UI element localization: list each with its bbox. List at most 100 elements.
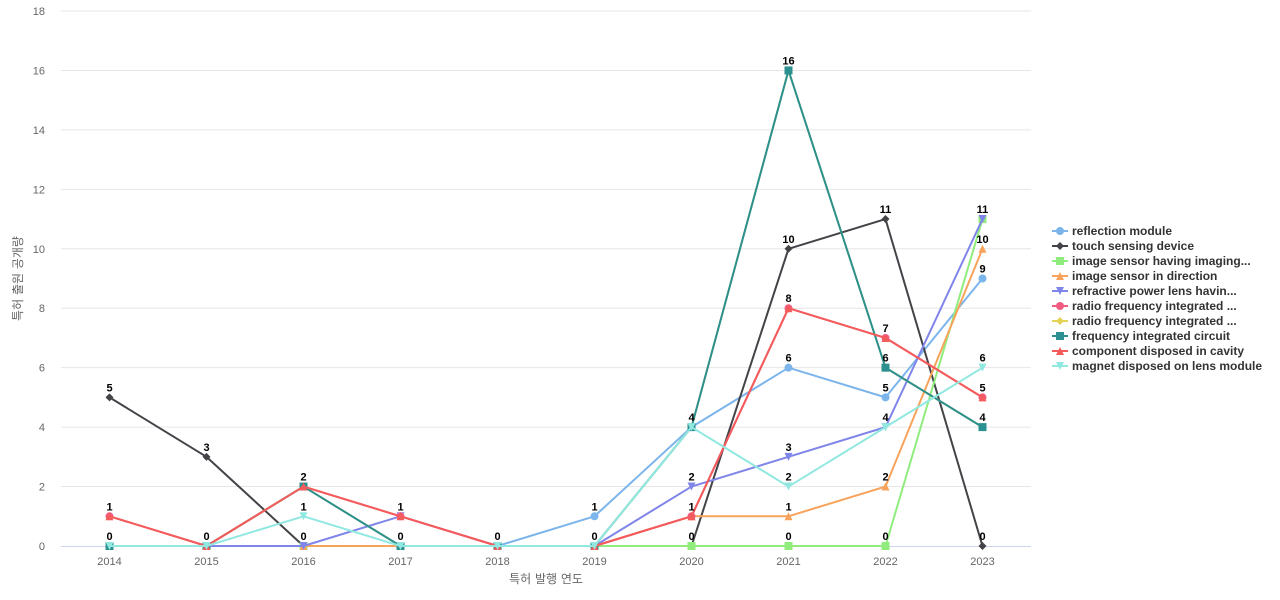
legend-label: image sensor having imaging... <box>1072 254 1251 268</box>
data-label: 1 <box>591 501 597 513</box>
series-line <box>108 277 984 547</box>
data-point <box>978 423 987 432</box>
x-tick-label: 2020 <box>679 556 703 568</box>
legend-marker <box>1056 362 1064 370</box>
legend-label: touch sensing device <box>1072 239 1194 253</box>
data-label: 0 <box>785 531 791 543</box>
x-tick-label: 2018 <box>485 556 509 568</box>
data-point <box>202 542 211 550</box>
x-tick-label: 2015 <box>194 556 218 568</box>
data-label: 5 <box>106 382 112 394</box>
data-point <box>105 512 114 521</box>
legend-label: image sensor in direction <box>1072 269 1217 283</box>
data-point <box>784 512 793 521</box>
y-tick-label: 6 <box>39 363 45 375</box>
data-point <box>784 363 793 372</box>
data-point <box>881 482 890 491</box>
data-point <box>881 333 890 342</box>
data-point <box>978 363 987 372</box>
x-tick-label: 2022 <box>873 556 897 568</box>
data-label: 16 <box>782 55 794 67</box>
data-point <box>978 542 987 550</box>
y-tick-label: 8 <box>39 303 45 315</box>
data-label: 11 <box>977 204 989 216</box>
x-tick-label: 2023 <box>970 556 994 568</box>
x-tick-label: 2014 <box>97 556 121 568</box>
data-point <box>784 66 793 75</box>
data-point <box>590 542 599 550</box>
data-label: 5 <box>882 382 888 394</box>
legend-label: component disposed in cavity <box>1072 344 1244 358</box>
legend-marker <box>1056 227 1064 235</box>
data-point <box>493 542 502 550</box>
data-label: 11 <box>880 204 892 216</box>
data-point <box>881 542 890 550</box>
legend-label: reflection module <box>1072 224 1172 238</box>
data-point <box>784 244 793 253</box>
data-point <box>978 274 987 283</box>
legend-item[interactable]: touch sensing device <box>1052 239 1194 253</box>
x-tick-label: 2019 <box>582 556 606 568</box>
data-point <box>784 482 793 491</box>
y-tick-label: 14 <box>33 125 45 137</box>
data-point <box>590 512 599 521</box>
data-point <box>299 542 308 550</box>
legend-marker <box>1056 287 1064 295</box>
y-tick-label: 12 <box>33 184 45 196</box>
legend-label: magnet disposed on lens module <box>1072 359 1262 373</box>
data-label: 2 <box>688 472 694 484</box>
data-label: 0 <box>106 531 112 543</box>
legend-item[interactable]: refractive power lens havin... <box>1052 284 1237 298</box>
data-label: 1 <box>688 501 694 513</box>
data-point <box>881 423 890 432</box>
data-point <box>202 452 211 461</box>
data-label: 1 <box>106 501 112 513</box>
data-label: 8 <box>785 293 791 305</box>
legend-item[interactable]: reflection module <box>1052 224 1172 238</box>
y-tick-label: 0 <box>39 541 45 553</box>
data-label: 1 <box>785 501 791 513</box>
legend-marker <box>1056 332 1064 340</box>
data-point <box>881 363 890 372</box>
legend-item[interactable]: component disposed in cavity <box>1052 344 1244 358</box>
data-point <box>978 215 987 224</box>
data-label: 0 <box>203 531 209 543</box>
legend-item[interactable]: image sensor in direction <box>1052 269 1217 283</box>
data-label: 4 <box>882 412 889 424</box>
series-line <box>108 247 984 547</box>
series-0 <box>105 274 987 550</box>
y-axis-ticks: 0 2 4 6 8 10 12 14 16 18 <box>33 6 45 553</box>
legend-item[interactable]: image sensor having imaging... <box>1052 254 1251 268</box>
legend-marker <box>1056 272 1064 280</box>
legend-label: frequency integrated circuit <box>1072 329 1230 343</box>
data-label: 4 <box>688 412 695 424</box>
data-point <box>396 542 405 550</box>
legend-marker <box>1056 257 1064 265</box>
x-tick-label: 2016 <box>291 556 315 568</box>
y-tick-label: 4 <box>39 422 45 434</box>
legend-item[interactable]: radio frequency integrated ... <box>1052 314 1237 328</box>
legend-item[interactable]: frequency integrated circuit <box>1052 329 1230 343</box>
legend-item[interactable]: radio frequency integrated ... <box>1052 299 1237 313</box>
data-label: 0 <box>688 531 694 543</box>
data-point <box>784 542 793 550</box>
legend-label: radio frequency integrated ... <box>1072 314 1237 328</box>
data-point <box>105 542 114 550</box>
data-label: 0 <box>494 531 500 543</box>
data-label: 0 <box>591 531 597 543</box>
data-label: 1 <box>397 501 403 513</box>
x-axis-ticks: 2014 2015 2016 2017 2018 2019 2020 2021 2022 2023 <box>97 556 994 568</box>
data-label: 10 <box>976 234 988 246</box>
legend-marker <box>1056 302 1064 310</box>
data-point <box>784 452 793 461</box>
series-1 <box>105 215 987 550</box>
series-3 <box>105 244 987 550</box>
legend-item[interactable]: magnet disposed on lens module <box>1052 359 1262 373</box>
data-label: 2 <box>785 472 791 484</box>
data-point <box>687 482 696 491</box>
series <box>105 66 987 550</box>
